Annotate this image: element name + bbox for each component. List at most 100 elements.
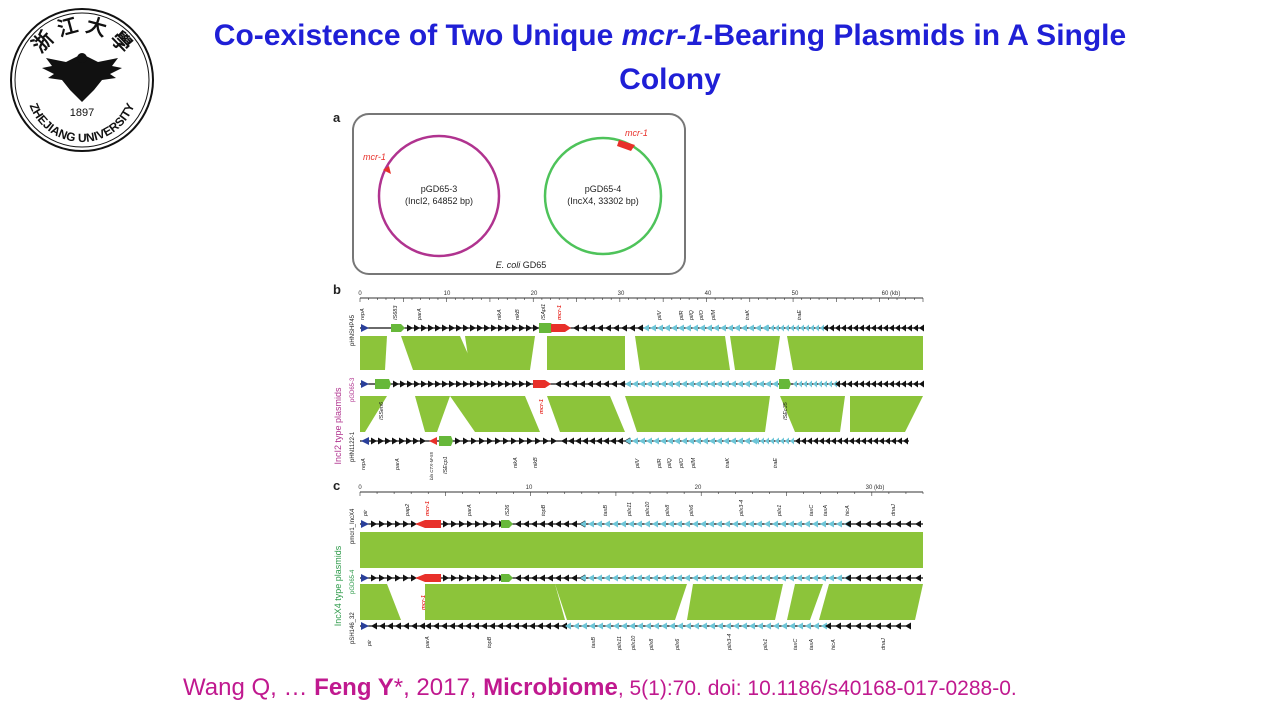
gene-arrow	[611, 380, 617, 388]
gene-arrow	[403, 574, 409, 582]
gene-arrow	[835, 622, 841, 630]
gene-arrow	[793, 380, 797, 388]
gene-arrow	[613, 324, 619, 332]
gene-arrow	[435, 380, 441, 388]
gene-arrow	[788, 520, 794, 528]
gene-arrow	[772, 380, 778, 388]
gene-arrow	[818, 380, 822, 388]
b-homology-1	[360, 336, 387, 370]
gene-arrow	[435, 324, 441, 332]
gene-arrow	[621, 324, 627, 332]
gene-arrow	[865, 324, 870, 332]
gene-arrow	[685, 622, 691, 630]
c-label-mcr1-top: mcr-1	[425, 501, 431, 516]
gene-arrow	[702, 380, 708, 388]
panel-a-label: a	[333, 110, 341, 125]
gene-arrow	[561, 622, 567, 630]
b-label-nikb-bot: nikB	[533, 457, 539, 468]
gene-arrow	[449, 380, 455, 388]
gene-arrow	[392, 437, 398, 445]
track-pgd65-4-name: pGD65-4	[350, 569, 356, 594]
panel-b-tick-60: 60 (kb)	[882, 291, 901, 297]
gene-arrow	[628, 520, 634, 528]
plasmid-pgd65-4-mcr1-label: mcr-1	[625, 128, 648, 138]
b-mid-isec35-gene	[779, 379, 791, 389]
panel-b-tick-20: 20	[531, 291, 538, 297]
gene-arrow	[724, 574, 730, 582]
gene-arrow	[700, 574, 706, 582]
gene-arrow	[847, 324, 852, 332]
gene-arrow	[527, 437, 533, 445]
gene-arrow	[610, 437, 616, 445]
gene-arrow	[456, 324, 462, 332]
c-label-taxb-top: taxB	[603, 505, 609, 516]
gene-arrow	[678, 324, 684, 332]
gene-arrow	[498, 324, 504, 332]
c-label-taxa-bot: taxA	[809, 639, 815, 650]
gene-arrow	[519, 437, 525, 445]
b-top-is683-gene	[391, 324, 405, 332]
gene-arrow	[456, 380, 462, 388]
c-label-taxa-top: taxA	[823, 505, 829, 516]
panel-b-tick-10: 10	[444, 291, 451, 297]
gene-arrow	[681, 380, 687, 388]
gene-arrow	[775, 437, 779, 445]
b-label-issen6: ISSen6	[379, 401, 385, 420]
gene-arrow	[387, 520, 393, 528]
gene-arrow	[765, 437, 769, 445]
gene-arrow	[795, 437, 800, 445]
gene-arrow	[491, 324, 497, 332]
gene-arrow	[875, 520, 881, 528]
gene-arrow	[749, 622, 755, 630]
gene-arrow	[841, 380, 846, 388]
citation-authors: Wang Q, …	[183, 674, 315, 701]
gene-arrow	[639, 437, 645, 445]
gene-arrow	[484, 380, 490, 388]
gene-arrow	[660, 520, 666, 528]
gene-arrow	[596, 520, 602, 528]
c-mid-is26-gene	[501, 574, 513, 582]
gene-arrow	[845, 520, 851, 528]
gene-arrow	[580, 574, 586, 582]
citation: Wang Q, … Feng Y*, 2017, Microbiome, 5(1…	[183, 674, 1017, 702]
c-label-pilx6-bot: pilx6	[675, 638, 681, 651]
gene-arrow	[543, 437, 549, 445]
b-label-trae-top: traE	[797, 310, 803, 320]
gene-arrow	[907, 324, 912, 332]
gene-arrow	[425, 622, 431, 630]
gene-arrow	[669, 622, 675, 630]
gene-arrow	[526, 380, 532, 388]
c-label-pilx6-top: pilx6	[689, 504, 695, 517]
gene-arrow	[545, 622, 551, 630]
gene-arrow	[589, 324, 595, 332]
c-label-pilx34-bot: pilx3-4	[727, 634, 733, 651]
citation-details: , 5(1):70. doi: 10.1186/s40168-017-0288-…	[617, 677, 1017, 700]
gene-arrow	[693, 622, 699, 630]
b-label-pilq-bot: pilQ	[667, 457, 673, 469]
citation-star: *	[393, 674, 404, 701]
gene-arrow	[491, 520, 497, 528]
gene-arrow	[684, 574, 690, 582]
zhejiang-university-logo: 浙 江 大 學 1897 ZHEJIANG UNIVERSITY	[10, 8, 154, 152]
gene-arrow	[716, 520, 722, 528]
b-label-para-bot: parA	[395, 458, 401, 471]
panel-c-tick-10: 10	[526, 485, 533, 491]
gene-arrow	[395, 520, 401, 528]
gene-arrow	[744, 380, 750, 388]
c-label-pir-top: pir	[363, 509, 369, 517]
gene-arrow	[907, 380, 912, 388]
gene-arrow	[497, 622, 503, 630]
gene-arrow	[589, 437, 595, 445]
plasmid-pgd65-3-mcr1-label: mcr-1	[363, 152, 386, 162]
gene-arrow	[637, 622, 643, 630]
b-homology-5	[547, 336, 625, 370]
gene-arrow	[603, 437, 609, 445]
gene-arrow	[730, 437, 736, 445]
panel-c-gene-arrows	[371, 520, 921, 630]
gene-arrow	[885, 574, 891, 582]
gene-arrow	[625, 380, 631, 388]
gene-arrow	[403, 622, 409, 630]
gene-arrow	[732, 574, 738, 582]
gene-arrow	[605, 324, 611, 332]
gene-arrow	[901, 380, 906, 388]
